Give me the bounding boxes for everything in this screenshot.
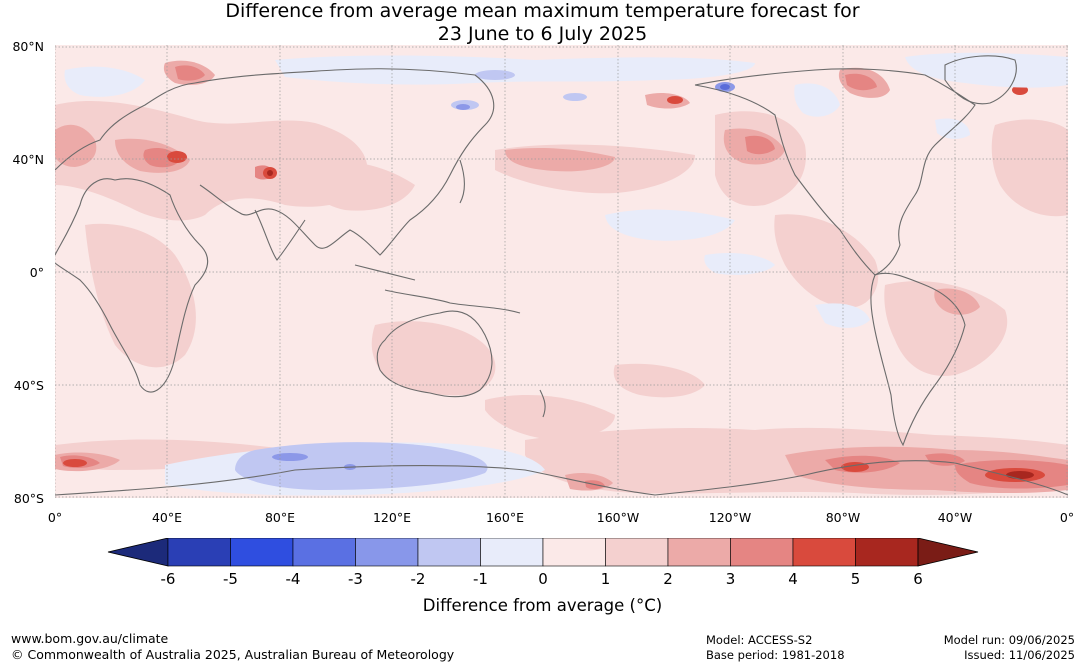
lon-label-160w: 160°W xyxy=(596,510,640,525)
footer-website: www.bom.gov.au/climate xyxy=(11,631,169,646)
colorbar-segment xyxy=(730,538,794,567)
colorbar-segment xyxy=(417,538,481,567)
footer-copyright: © Commonwealth of Australia 2025, Austra… xyxy=(11,647,455,662)
colorbar-tick-label: 6 xyxy=(913,570,923,588)
colorbar-tick-label: -2 xyxy=(410,570,426,588)
colorbar xyxy=(107,538,979,567)
map-title: Difference from average mean maximum tem… xyxy=(0,0,1085,46)
colorbar-tick-label: 5 xyxy=(850,570,861,588)
lon-label-40e: 40°E xyxy=(151,510,183,525)
title-line-1: Difference from average mean maximum tem… xyxy=(225,0,860,22)
footer-issued: Issued: 11/06/2025 xyxy=(964,648,1075,662)
lat-label-80n: 80°N xyxy=(12,39,44,54)
colorbar-tick-label: -5 xyxy=(223,570,238,588)
lat-label-40n: 40°N xyxy=(12,152,44,167)
colorbar-segment xyxy=(230,538,294,567)
colorbar-segment xyxy=(355,538,419,567)
colorbar-tick-label: -3 xyxy=(348,570,363,588)
lon-label-80w: 80°W xyxy=(825,510,861,525)
anomaly-map-svg xyxy=(55,45,1068,498)
colorbar-tick-label: 4 xyxy=(788,570,798,588)
lon-label-40w: 40°W xyxy=(937,510,973,525)
colorbar-segment xyxy=(292,538,356,567)
colorbar-segment xyxy=(542,538,606,567)
anomaly-cool-2-4-regions xyxy=(235,70,735,490)
colorbar-tick-label: -6 xyxy=(160,570,176,588)
colorbar-tick-label: -4 xyxy=(285,570,301,588)
lat-label-40s: 40°S xyxy=(13,378,44,393)
lon-label-120e: 120°E xyxy=(372,510,411,525)
footer-base-period: Base period: 1981-2018 xyxy=(706,648,845,662)
colorbar-segment xyxy=(605,538,669,567)
coastlines xyxy=(55,55,1068,496)
forecast-map xyxy=(55,45,1068,498)
colorbar-segment xyxy=(855,538,919,567)
colorbar-tick-label: 3 xyxy=(725,570,736,588)
footer-model: Model: ACCESS-S2 xyxy=(706,633,813,647)
colorbar-tick-label: 2 xyxy=(663,570,673,588)
colorbar-arrow-high xyxy=(917,538,979,567)
colorbar-tick-label: 0 xyxy=(538,570,548,588)
colorbar-segment xyxy=(667,538,731,567)
colorbar-segment xyxy=(167,538,231,567)
lat-label-80s: 80°S xyxy=(13,491,44,506)
anomaly-warm-4-5-regions xyxy=(63,85,1045,482)
colorbar-arrow-low xyxy=(107,538,169,567)
lon-label-0: 0° xyxy=(47,510,63,525)
footer-model-run: Model run: 09/06/2025 xyxy=(943,633,1075,647)
colorbar-segment xyxy=(480,538,544,567)
lon-label-160e: 160°E xyxy=(485,510,524,525)
lon-label-80e: 80°E xyxy=(264,510,296,525)
lat-label-equator: 0° xyxy=(29,265,44,280)
graticule xyxy=(55,45,1068,498)
colorbar-tick-label: 1 xyxy=(600,570,611,588)
title-line-2: 23 June to 6 July 2025 xyxy=(437,23,648,45)
colorbar-tick-label: -1 xyxy=(473,570,488,588)
lon-label-0-east: 0° xyxy=(1059,510,1075,525)
lon-label-120w: 120°W xyxy=(708,510,752,525)
colorbar-title: Difference from average (°C) xyxy=(422,596,663,615)
colorbar-segment xyxy=(792,538,856,567)
